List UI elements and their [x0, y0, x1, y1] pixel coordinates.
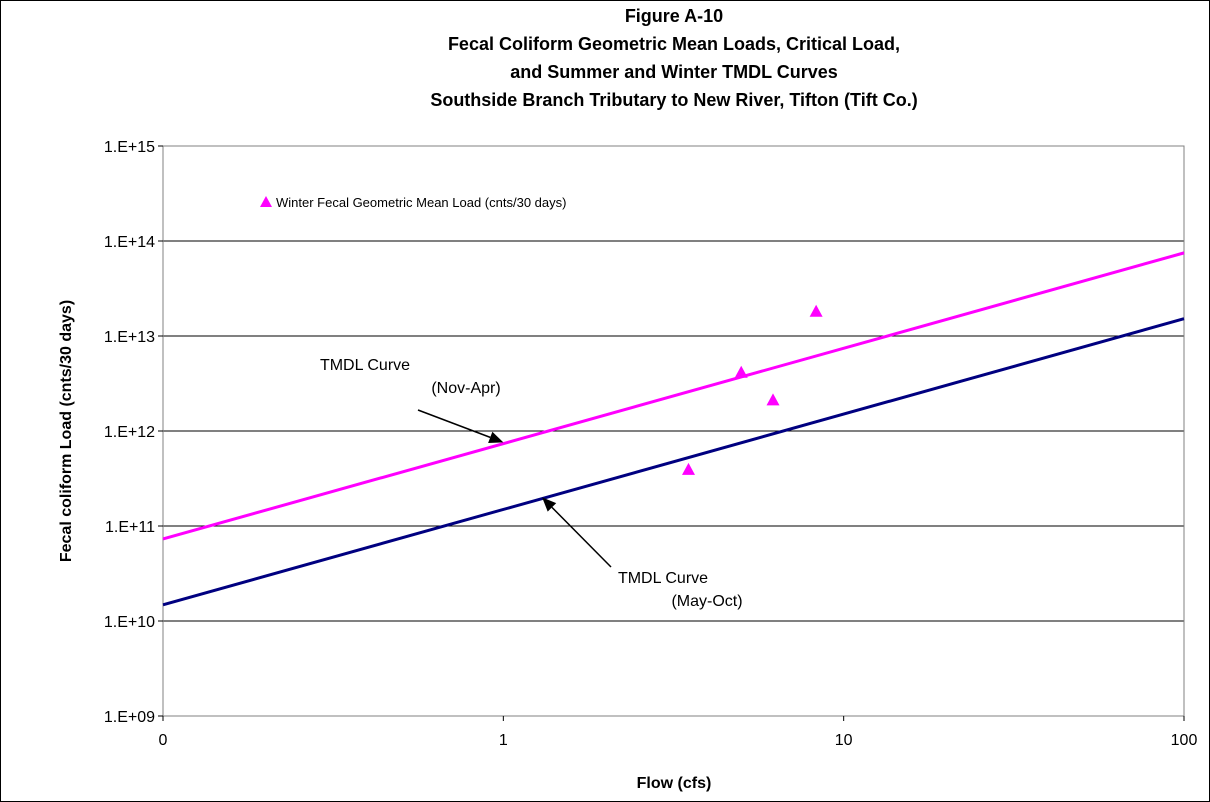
y-tick-label: 1.E+15: [104, 139, 155, 156]
y-tick-label: 1.E+11: [105, 519, 155, 536]
series-layer: [162, 251, 1185, 607]
data-point-triangle: [681, 462, 695, 475]
tmdl-curve-line-1: [162, 251, 1185, 541]
x-tick-label: 0: [159, 732, 168, 749]
annotation-label: TMDL Curve: [320, 357, 410, 374]
tmdl-curve-line-2: [162, 317, 1185, 607]
chart-title-line-1: Figure A-10: [625, 6, 723, 26]
x-axis-ticks: 0 1 10 100: [159, 716, 1198, 749]
data-point-triangle: [766, 393, 780, 406]
x-axis-label: Flow (cfs): [637, 775, 712, 792]
annotation-label: (Nov-Apr): [431, 380, 500, 397]
annotation-arrow: [417, 409, 491, 439]
annotation-arrow: [551, 506, 612, 568]
y-axis-ticks: 1.E+09 1.E+10 1.E+11 1.E+12 1.E+13 1.E+14 1.E+…: [104, 139, 163, 726]
y-tick-label: 1.E+09: [104, 709, 155, 726]
y-axis-label: Fecal coliform Load (cnts/30 days): [58, 300, 75, 562]
gridlines: [163, 145, 1184, 622]
annotations: TMDL Curve (Nov-Apr) TMDL Curve (May-Oct): [320, 357, 743, 610]
y-tick-label: 1.E+13: [104, 329, 155, 346]
annotation-arrowhead: [542, 497, 557, 512]
legend-label: Winter Fecal Geometric Mean Load (cnts/3…: [276, 195, 566, 210]
annotation-label: TMDL Curve: [618, 570, 708, 587]
data-point-triangle: [734, 365, 748, 378]
legend-marker-triangle: [260, 196, 272, 207]
y-tick-label: 1.E+10: [104, 614, 155, 631]
annotation-label: (May-Oct): [671, 593, 742, 610]
x-tick-label: 1: [499, 732, 508, 749]
annotation-arrowhead: [488, 431, 504, 443]
x-tick-label: 100: [1171, 732, 1198, 749]
chart-title-line-4: Southside Branch Tributary to New River,…: [430, 90, 917, 110]
legend: Winter Fecal Geometric Mean Load (cnts/3…: [260, 195, 566, 210]
chart-title-line-2: Fecal Coliform Geometric Mean Loads, Cri…: [448, 34, 900, 54]
x-tick-label: 10: [835, 732, 853, 749]
data-point-triangle: [809, 304, 823, 317]
y-tick-label: 1.E+12: [104, 424, 155, 441]
y-tick-label: 1.E+14: [104, 234, 155, 251]
chart-title-line-3: and Summer and Winter TMDL Curves: [510, 62, 838, 82]
